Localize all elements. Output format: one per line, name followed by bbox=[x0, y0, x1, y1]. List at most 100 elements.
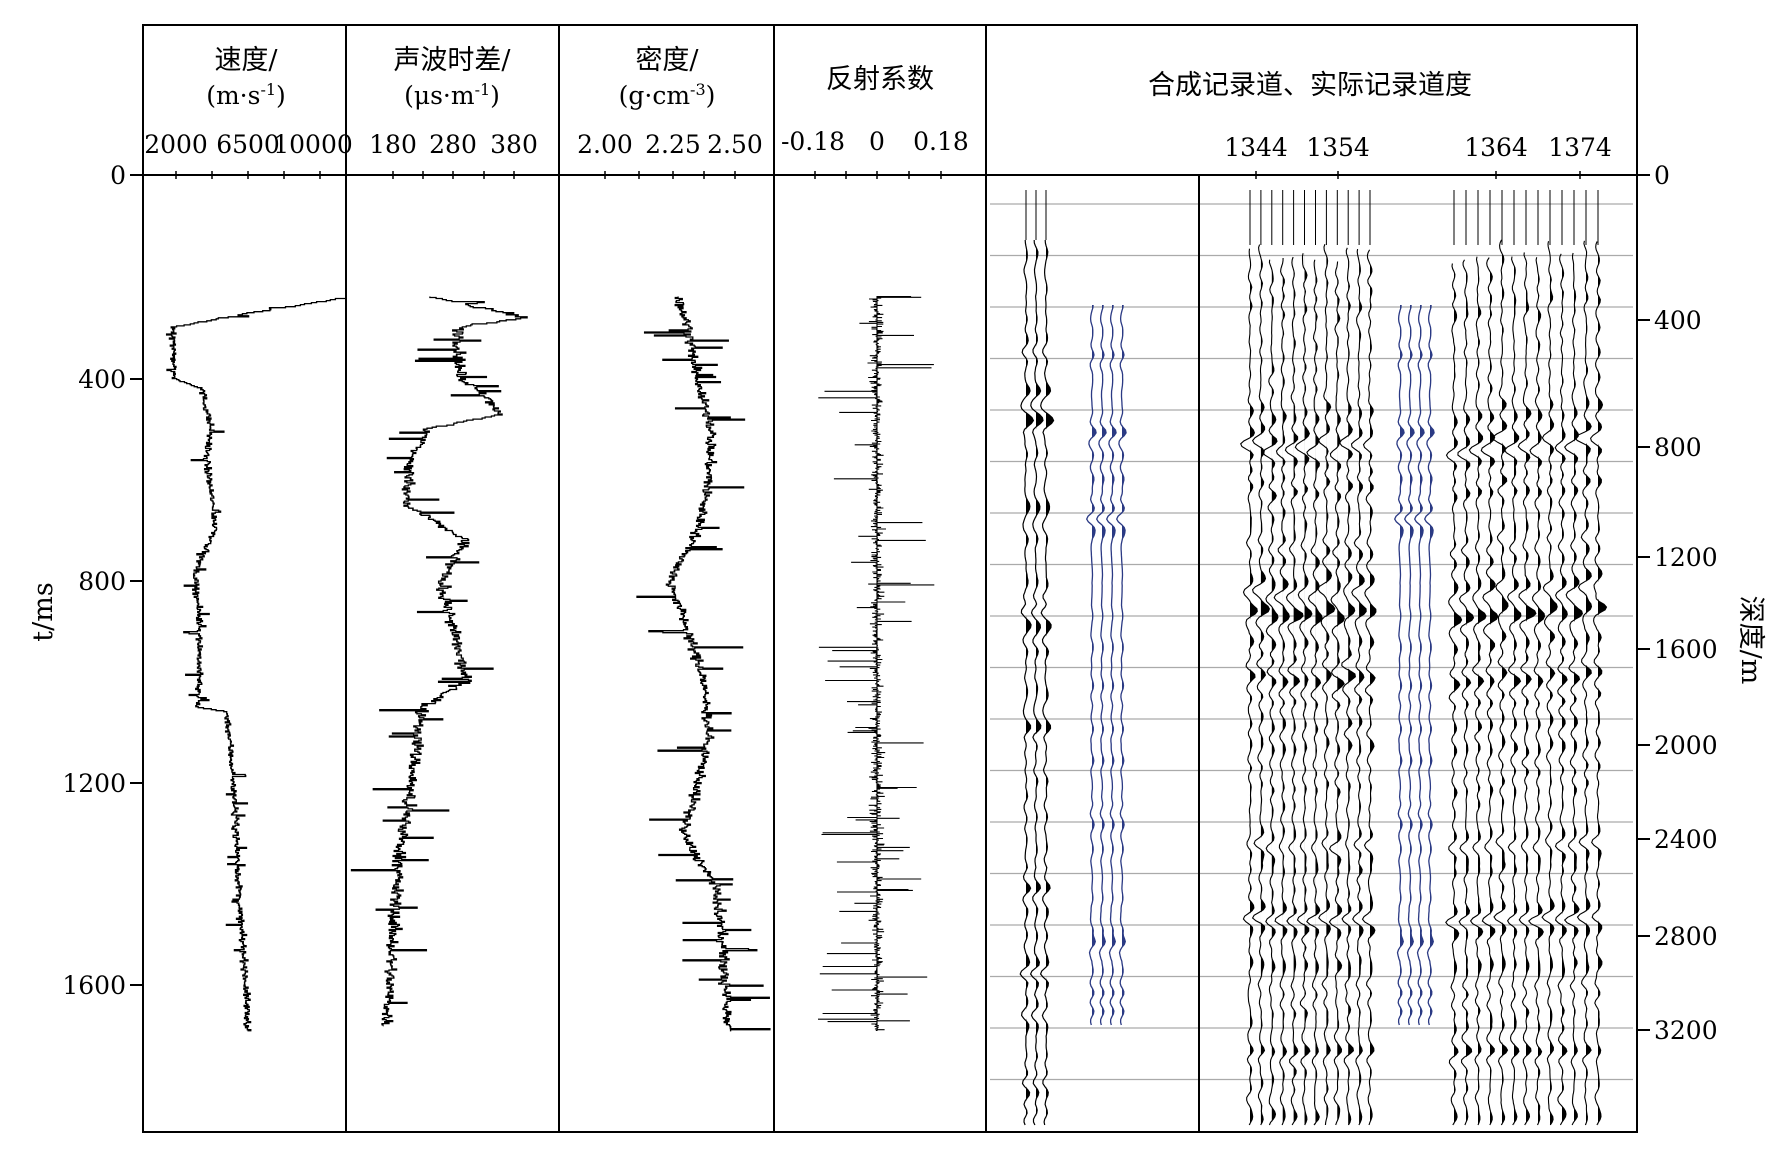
seismic-trace bbox=[1095, 304, 1107, 1026]
trace-fill bbox=[1586, 240, 1592, 1126]
trace-fill bbox=[1359, 249, 1367, 1126]
trace-fill bbox=[1337, 261, 1345, 1125]
time-tick-400: 400 bbox=[78, 365, 126, 394]
right-axis-label: 深度/m bbox=[1735, 596, 1766, 685]
time-tick-800: 800 bbox=[78, 567, 126, 596]
trace-tick-1354: 1354 bbox=[1306, 133, 1370, 162]
depth-tick-1600: 1600 bbox=[1654, 635, 1718, 664]
density-tick-2.25: 2.25 bbox=[645, 130, 701, 159]
seismic-trace bbox=[1361, 249, 1377, 1126]
seismic-trace bbox=[1589, 241, 1608, 1126]
seismic-trace bbox=[1251, 244, 1271, 1126]
seismic-trace bbox=[1105, 304, 1117, 1026]
trace-fill bbox=[1574, 253, 1583, 1125]
seismic-trace bbox=[1019, 239, 1035, 1126]
velocity-tick-6500: 6500 bbox=[216, 130, 280, 159]
trace-tick-1374: 1374 bbox=[1548, 133, 1612, 162]
trace-fill bbox=[1026, 240, 1034, 1125]
trace-fill bbox=[1562, 253, 1568, 1126]
right-axis-ticks bbox=[1637, 174, 1650, 1031]
trace-fill bbox=[1538, 257, 1545, 1125]
reflection-coefficient-curve bbox=[818, 295, 935, 1032]
transit-tick-180: 180 bbox=[369, 130, 417, 159]
trace-fill bbox=[1326, 244, 1335, 1125]
transit-time-curve bbox=[350, 296, 528, 1027]
seismic-trace bbox=[1284, 256, 1304, 1126]
seismic-trace bbox=[1574, 240, 1593, 1126]
seismic-trace bbox=[1541, 241, 1558, 1126]
velocity-curve bbox=[165, 297, 346, 1032]
velocity-unit: (m·s-1) bbox=[206, 80, 286, 111]
seismic-trace bbox=[1350, 249, 1367, 1126]
seismic-trace bbox=[1403, 304, 1415, 1026]
trace-fill bbox=[1282, 258, 1290, 1125]
seismic-trace bbox=[1423, 304, 1435, 1026]
depth-tick-3200: 3200 bbox=[1654, 1016, 1718, 1045]
seismic-trace bbox=[1294, 253, 1313, 1126]
depth-tick-400: 400 bbox=[1654, 306, 1702, 335]
transit-time-unit: (μs·m-1) bbox=[404, 80, 500, 111]
depth-tick-2400: 2400 bbox=[1654, 825, 1718, 854]
transit-tick-280: 280 bbox=[429, 130, 477, 159]
trace-fill bbox=[1454, 263, 1462, 1125]
plot-background bbox=[143, 175, 1637, 1132]
velocity-tick-10000: 10000 bbox=[273, 130, 353, 159]
seismic-trace bbox=[1085, 304, 1097, 1026]
trace-fill bbox=[1250, 248, 1258, 1125]
time-tick-0: 0 bbox=[110, 161, 126, 190]
seismic-trace bbox=[1339, 247, 1356, 1126]
trace-fill bbox=[1550, 241, 1558, 1125]
seismic-trace bbox=[1240, 248, 1258, 1126]
trace-fill bbox=[1315, 259, 1323, 1125]
seismic-trace bbox=[1262, 259, 1279, 1126]
left-axis-label: t/ms bbox=[28, 582, 59, 641]
trace-fill bbox=[1036, 240, 1043, 1125]
seismic-trace bbox=[1563, 252, 1584, 1126]
seismic-trace bbox=[1517, 252, 1537, 1126]
refl-tick-zero: 0 bbox=[869, 127, 885, 156]
trace-fill bbox=[1502, 239, 1508, 1126]
refl-tick-pos: 0.18 bbox=[913, 127, 969, 156]
density-curve bbox=[636, 296, 771, 1032]
time-tick-1200: 1200 bbox=[62, 769, 126, 798]
trace-fill bbox=[1490, 257, 1498, 1126]
chart-frame bbox=[142, 24, 1638, 1133]
trace-fill bbox=[1260, 244, 1270, 1126]
trace-fill bbox=[1046, 240, 1054, 1125]
density-unit: (g·cm-3) bbox=[619, 80, 716, 111]
seismic-trace bbox=[1029, 239, 1044, 1126]
density-tick-2.50: 2.50 bbox=[707, 130, 763, 159]
seismic-trace bbox=[1468, 256, 1487, 1126]
seismic-trace bbox=[1445, 263, 1463, 1126]
seismic-trace bbox=[1457, 259, 1475, 1126]
top-tick-marks bbox=[175, 171, 1581, 179]
depth-tick-2000: 2000 bbox=[1654, 731, 1718, 760]
velocity-tick-2000: 2000 bbox=[144, 130, 208, 159]
depth-tick-2800: 2800 bbox=[1654, 922, 1718, 951]
seismic-trace bbox=[1115, 304, 1127, 1026]
seismic-trace bbox=[1492, 239, 1509, 1126]
log-curves bbox=[165, 295, 935, 1032]
seismic-trace bbox=[1393, 304, 1405, 1026]
seismic-trace bbox=[1554, 253, 1568, 1126]
reflection-title: 反射系数 bbox=[826, 64, 934, 95]
seismic-trace bbox=[1504, 256, 1522, 1126]
trace-tick-1364: 1364 bbox=[1464, 133, 1528, 162]
seismic-title: 合成记录道、实际记录道度 bbox=[1148, 70, 1472, 101]
refl-tick-neg: -0.18 bbox=[781, 127, 845, 156]
seismic-trace bbox=[1039, 239, 1055, 1126]
left-axis-ticks bbox=[130, 174, 143, 986]
depth-tick-0: 0 bbox=[1654, 161, 1670, 190]
transit-tick-380: 380 bbox=[490, 130, 538, 159]
velocity-title: 速度/ bbox=[214, 45, 278, 76]
seismic-trace bbox=[1413, 304, 1425, 1026]
trace-tick-1344: 1344 bbox=[1224, 133, 1288, 162]
trace-fill bbox=[1598, 241, 1607, 1125]
density-title: 密度/ bbox=[635, 45, 699, 76]
seismic-trace bbox=[1328, 261, 1345, 1126]
trace-fill bbox=[1370, 249, 1376, 1126]
density-tick-2.00: 2.00 bbox=[577, 130, 633, 159]
seismic-trace bbox=[1317, 244, 1336, 1126]
